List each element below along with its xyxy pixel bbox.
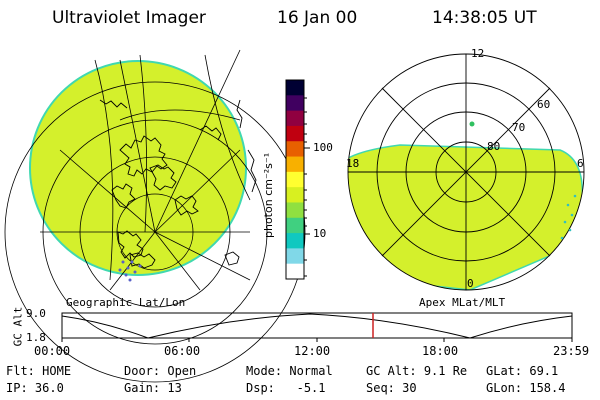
colorbar-band — [286, 263, 304, 280]
lat-lon-grid — [4, 49, 306, 383]
y-tick-9: 9.0 — [26, 307, 46, 320]
info-mode: Mode: Normal — [246, 364, 333, 378]
geographic-map — [4, 49, 306, 383]
mlt-label-0: 0 — [467, 277, 474, 290]
colorbar-tick-10: 10 — [313, 227, 327, 240]
colorbar-band — [286, 95, 304, 112]
colorbar-band — [286, 125, 304, 142]
mlat-label-80: 80 — [487, 140, 501, 153]
colorbar-ticks — [304, 97, 310, 277]
altitude-curve — [62, 313, 572, 338]
date-label: 16 Jan 00 — [277, 8, 358, 28]
info-glat: GLat: 69.1 — [486, 364, 559, 378]
x-tick-1200: 12:00 — [294, 344, 331, 358]
mlat-label-70: 70 — [512, 121, 526, 134]
colorbar — [285, 79, 310, 280]
colorbar-band — [286, 156, 304, 173]
time-ticks — [61, 338, 573, 342]
colorbar-band — [286, 217, 304, 234]
mlt-label-18: 18 — [346, 157, 360, 170]
gc-alt-axis-label: GC Alt — [11, 306, 25, 347]
x-tick-2359: 23:59 — [553, 344, 590, 358]
mlt-label-6: 6 — [577, 157, 584, 170]
colorbar-band — [286, 141, 304, 158]
apex-caption: Apex MLat/MLT — [419, 296, 506, 309]
y-tick-1-8: 1.8 — [26, 331, 46, 344]
colorbar-band — [286, 187, 304, 203]
auroral-emission — [348, 144, 584, 290]
info-glon: GLon: 158.4 — [486, 381, 566, 395]
colorbar-band — [286, 248, 304, 265]
magnetic-polar-map — [347, 53, 585, 291]
mlt-label-12: 12 — [471, 47, 485, 60]
geographic-caption: Geographic Lat/Lon — [66, 296, 186, 309]
colorbar-tick-100: 100 — [313, 141, 333, 154]
colorbar-band — [286, 110, 304, 127]
x-tick-0600: 06:00 — [164, 344, 201, 358]
land-shading — [118, 260, 142, 282]
x-tick-1800: 18:00 — [422, 344, 459, 358]
info-flt: Flt: HOME — [6, 364, 72, 378]
colorbar-band — [286, 171, 304, 188]
instrument-title: Ultraviolet Imager — [52, 8, 206, 28]
colorbar-band — [286, 202, 304, 219]
info-dsp: Dsp: -5.1 — [246, 381, 326, 395]
emission-speckles — [560, 194, 577, 240]
info-seq: Seq: 30 — [366, 381, 417, 395]
info-ip: IP: 36.0 — [6, 381, 64, 395]
coastlines — [99, 99, 257, 269]
emission-fill — [30, 61, 246, 275]
info-gc-alt: GC Alt: 9.1 Re — [366, 364, 468, 378]
disk-edge — [29, 60, 247, 276]
info-door: Door: Open — [124, 364, 197, 378]
x-tick-0000: 00:00 — [34, 344, 71, 358]
emission-dot — [469, 121, 475, 127]
colorbar-band — [286, 80, 304, 96]
colorbar-gradient — [286, 80, 304, 280]
time-label: 14:38:05 UT — [432, 8, 537, 28]
info-gain: Gain: 13 — [124, 381, 182, 395]
polar-grid — [347, 53, 585, 291]
mlat-label-60: 60 — [537, 98, 551, 111]
colorbar-unit-label: photon cm⁻²s⁻¹ — [262, 152, 275, 238]
colorbar-frame — [285, 79, 305, 280]
colorbar-band — [286, 233, 304, 249]
altitude-plot — [61, 312, 573, 342]
